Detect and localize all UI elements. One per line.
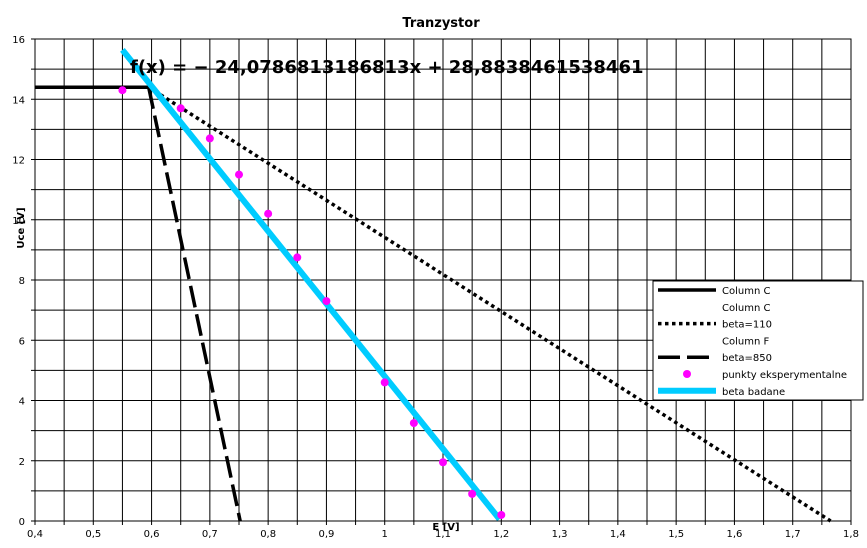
x-tick-label: 0,5 (85, 529, 101, 540)
axes: 0,4 0,5 0,6 0,7 0,8 0,9 1 1,1 1,2 1,3 1,4 1,5 1,6 1,7… (12, 35, 859, 540)
series-punkty-eksperymentalne-point (497, 510, 506, 519)
y-tick-label: 6 (19, 336, 25, 347)
x-tick-label: 0,6 (144, 529, 160, 540)
series-punkty-eksperymentalne-point (380, 378, 389, 387)
y-tick-label: 8 (19, 276, 25, 287)
y-axis-label: Uce [V] (16, 207, 27, 248)
series-punkty-eksperymentalne-point (439, 458, 447, 467)
series-punkty-eksperymentalne-point (118, 86, 127, 95)
y-tick-label: 2 (19, 457, 25, 468)
x-tick-label: 1,2 (493, 529, 509, 540)
x-tick-label: 1,5 (668, 529, 684, 540)
legend-punkty-eksperymentalne-label: punkty eksperymentalne (722, 370, 847, 381)
x-tick-label: 1,6 (726, 529, 742, 540)
legend-column-c-label: Column C (722, 286, 770, 297)
y-tick-label: 10 (12, 216, 25, 227)
legend: Column C Column C beta=110 Column F beta=850… (652, 280, 864, 401)
legend-column-c-label: Column C (722, 303, 770, 314)
x-tick-label: 1,3 (552, 529, 568, 540)
y-tick-label: 14 (12, 95, 25, 106)
legend-punkty-eksperymentalne-marker (683, 370, 691, 378)
series-beta-850-line (146, 86, 242, 522)
x-tick-label: 0,4 (27, 529, 43, 540)
legend-box (652, 280, 864, 401)
chart-title: Tranzystor (402, 16, 480, 31)
legend-beta-110-label: beta=110 (722, 320, 772, 331)
series-punkty-eksperymentalne-point (264, 209, 273, 218)
series-punkty-eksperymentalne-point (235, 170, 243, 179)
x-tick-label: 0,9 (318, 529, 334, 540)
legend-beta-badane-label: beta badane (722, 387, 785, 398)
series-beta-badane-line (120, 47, 502, 522)
legend-beta-850-label: beta=850 (722, 353, 772, 364)
series-punkty-eksperymentalne-point (409, 419, 418, 428)
y-tick-label: 4 (19, 397, 25, 408)
x-tick-label: 1,8 (843, 529, 859, 540)
series-punkty-eksperymentalne-point (468, 489, 477, 498)
y-tick-label: 16 (12, 35, 25, 46)
x-tick-label: 1,7 (785, 529, 801, 540)
x-tick-label: 0,8 (260, 529, 276, 540)
x-tick-label: 1,4 (610, 529, 626, 540)
x-tick-label: 0,7 (202, 529, 218, 540)
y-tick-label: 0 (19, 517, 25, 528)
plot-frame (34, 38, 852, 522)
grid (34, 38, 852, 522)
series-layer (35, 47, 832, 523)
series-punkty-eksperymentalne-point (205, 134, 214, 143)
x-tick-label: 1,1 (435, 529, 451, 540)
series-punkty-eksperymentalne-point (176, 104, 185, 113)
series-beta-110-line (147, 85, 832, 523)
y-tick-label: 12 (12, 156, 25, 167)
series-punkty-eksperymentalne-point (293, 253, 302, 262)
x-tick-label: 1 (382, 529, 388, 540)
regression-equation: f(x) = − 24,0786813186813x + 28,88384615… (130, 57, 644, 78)
series-punkty-eksperymentalne-point (322, 297, 331, 306)
x-axis-label: E [V] (432, 522, 459, 533)
legend-column-f-label: Column F (722, 336, 769, 347)
